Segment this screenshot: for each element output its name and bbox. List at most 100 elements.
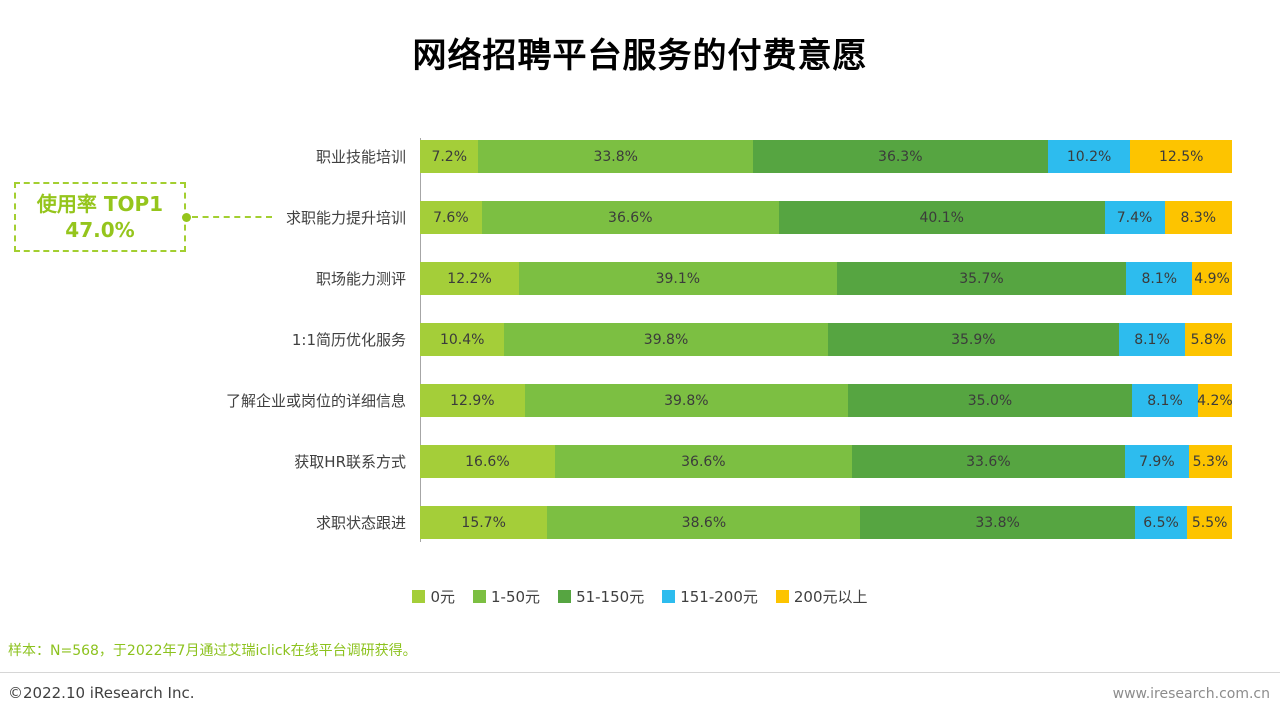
bar-segment: 4.2% bbox=[1197, 384, 1233, 417]
segment-value-label: 35.0% bbox=[967, 392, 1013, 409]
chart-row: 获取HR联系方式 16.6% 36.6% 33.6% 7.9% 5.3% bbox=[0, 445, 1232, 478]
category-label: 1:1简历优化服务 bbox=[291, 331, 406, 349]
bar-segment: 10.4% bbox=[420, 323, 505, 356]
segment-value-label: 8.3% bbox=[1180, 209, 1217, 226]
category-label: 了解企业或岗位的详细信息 bbox=[225, 392, 406, 410]
segment-value-label: 7.2% bbox=[431, 148, 468, 165]
bar-segment: 8.1% bbox=[1126, 262, 1193, 295]
legend-label: 51-150元 bbox=[576, 588, 645, 606]
footer-website: www.iresearch.com.cn bbox=[1112, 686, 1270, 702]
segment-value-label: 38.6% bbox=[681, 514, 727, 531]
footer-copyright: ©2022.10 iResearch Inc. bbox=[8, 684, 195, 702]
bar-segment: 33.6% bbox=[851, 445, 1125, 478]
segment-value-label: 4.2% bbox=[1197, 392, 1233, 409]
bar-segment: 5.3% bbox=[1188, 445, 1232, 478]
bar-segment: 8.3% bbox=[1164, 201, 1232, 234]
stacked-bar: 12.9% 39.8% 35.0% 8.1% 4.2% bbox=[420, 384, 1233, 417]
bar-segment: 36.3% bbox=[752, 140, 1048, 173]
bar-segment: 35.7% bbox=[836, 262, 1127, 295]
bar-segment: 7.6% bbox=[420, 201, 482, 234]
category-label: 求职状态跟进 bbox=[315, 514, 406, 532]
segment-value-label: 36.6% bbox=[681, 453, 726, 470]
bar-segment: 12.9% bbox=[420, 384, 525, 417]
stacked-bar: 7.6% 36.6% 40.1% 7.4% 8.3% bbox=[420, 201, 1232, 234]
stacked-bar: 12.2% 39.1% 35.7% 8.1% 4.9% bbox=[420, 262, 1232, 295]
segment-value-label: 4.9% bbox=[1194, 270, 1230, 287]
bar-segment: 36.6% bbox=[554, 445, 852, 478]
legend-swatch bbox=[662, 590, 676, 603]
legend-swatch bbox=[775, 590, 789, 603]
legend-item: 151-200元 bbox=[662, 586, 758, 607]
legend-item: 51-150元 bbox=[558, 586, 644, 607]
bar-segment: 6.5% bbox=[1134, 506, 1188, 539]
segment-value-label: 36.3% bbox=[878, 148, 923, 165]
category-label: 获取HR联系方式 bbox=[294, 453, 406, 471]
legend: 0元 1-50元 51-150元 151-200元 200元以上 bbox=[0, 586, 1280, 607]
segment-value-label: 7.4% bbox=[1116, 209, 1153, 226]
stacked-bar: 16.6% 36.6% 33.6% 7.9% 5.3% bbox=[420, 445, 1232, 478]
segment-value-label: 7.9% bbox=[1139, 453, 1175, 470]
segment-value-label: 7.6% bbox=[433, 209, 469, 226]
bar-segment: 12.2% bbox=[420, 262, 520, 295]
bar-segment: 7.9% bbox=[1124, 445, 1189, 478]
stacked-bar: 7.2% 33.8% 36.3% 10.2% 12.5% bbox=[420, 140, 1232, 173]
chart-rows: 职业技能培训 7.2% 33.8% 36.3% 10.2% 12.5% 求职能力提升培训 7.… bbox=[0, 140, 1233, 539]
bar-segment: 8.1% bbox=[1119, 323, 1185, 356]
footer-divider bbox=[0, 672, 1280, 673]
bar-segment: 40.1% bbox=[778, 201, 1105, 234]
segment-value-label: 5.5% bbox=[1191, 514, 1228, 531]
legend-swatch bbox=[558, 590, 572, 603]
segment-value-label: 39.8% bbox=[664, 392, 709, 409]
legend-label: 200元以上 bbox=[793, 588, 868, 606]
segment-value-label: 16.6% bbox=[465, 453, 510, 470]
bar-segment: 7.2% bbox=[420, 140, 479, 173]
chart-row: 职场能力测评 12.2% 39.1% 35.7% 8.1% 4.9% bbox=[0, 262, 1232, 295]
segment-value-label: 40.1% bbox=[919, 209, 964, 226]
legend-item: 1-50元 bbox=[473, 586, 540, 607]
bar-segment: 39.1% bbox=[519, 262, 837, 295]
segment-value-label: 36.6% bbox=[608, 209, 653, 226]
stacked-bar: 15.7% 38.6% 33.8% 6.5% 5.5% bbox=[420, 506, 1232, 539]
usage-rate-callout: 使用率 TOP1 47.0% bbox=[14, 182, 186, 252]
bar-segment: 33.8% bbox=[860, 506, 1135, 539]
legend-swatch bbox=[473, 590, 487, 603]
callout-line1: 使用率 TOP1 bbox=[36, 192, 164, 216]
bar-segment: 7.4% bbox=[1104, 201, 1165, 234]
legend-label: 0元 bbox=[430, 588, 456, 606]
bar-segment: 12.5% bbox=[1130, 140, 1232, 173]
segment-value-label: 12.2% bbox=[447, 270, 492, 287]
bar-segment: 35.0% bbox=[847, 384, 1133, 417]
bar-segment: 38.6% bbox=[547, 506, 861, 539]
callout-line2: 47.0% bbox=[65, 218, 135, 242]
segment-value-label: 12.9% bbox=[450, 392, 495, 409]
bar-segment: 5.5% bbox=[1187, 506, 1232, 539]
bar-segment: 8.1% bbox=[1132, 384, 1198, 417]
segment-value-label: 10.4% bbox=[439, 331, 485, 348]
bar-segment: 39.8% bbox=[504, 323, 828, 356]
legend-item: 0元 bbox=[412, 586, 455, 607]
segment-value-label: 33.8% bbox=[593, 148, 638, 165]
bar-segment: 33.8% bbox=[478, 140, 753, 173]
segment-value-label: 35.9% bbox=[951, 331, 996, 348]
bar-segment: 5.8% bbox=[1184, 323, 1232, 356]
chart-row: 求职状态跟进 15.7% 38.6% 33.8% 6.5% 5.5% bbox=[0, 506, 1232, 539]
segment-value-label: 8.1% bbox=[1134, 331, 1170, 348]
bar-segment: 10.2% bbox=[1047, 140, 1131, 173]
segment-value-label: 33.8% bbox=[975, 514, 1020, 531]
segment-value-label: 39.8% bbox=[643, 331, 689, 348]
legend-swatch bbox=[412, 590, 426, 603]
chart-row: 了解企业或岗位的详细信息 12.9% 39.8% 35.0% 8.1% 4.2% bbox=[0, 384, 1233, 417]
stacked-bar: 10.4% 39.8% 35.9% 8.1% 5.8% bbox=[420, 323, 1232, 356]
segment-value-label: 5.3% bbox=[1192, 453, 1229, 470]
sample-footnote: 样本：N=568，于2022年7月通过艾瑞iclick在线平台调研获得。 bbox=[8, 643, 417, 659]
bar-segment: 36.6% bbox=[481, 201, 779, 234]
bar-segment: 4.9% bbox=[1192, 262, 1232, 295]
bar-segment: 39.8% bbox=[524, 384, 848, 417]
category-label: 职业技能培训 bbox=[315, 148, 406, 166]
segment-value-label: 12.5% bbox=[1158, 148, 1204, 165]
segment-value-label: 39.1% bbox=[655, 270, 701, 287]
legend-item: 200元以上 bbox=[775, 586, 868, 607]
chart-row: 求职能力提升培训 7.6% 36.6% 40.1% 7.4% 8.3% bbox=[0, 201, 1232, 234]
page-title: 网络招聘平台服务的付费意愿 bbox=[412, 36, 868, 76]
